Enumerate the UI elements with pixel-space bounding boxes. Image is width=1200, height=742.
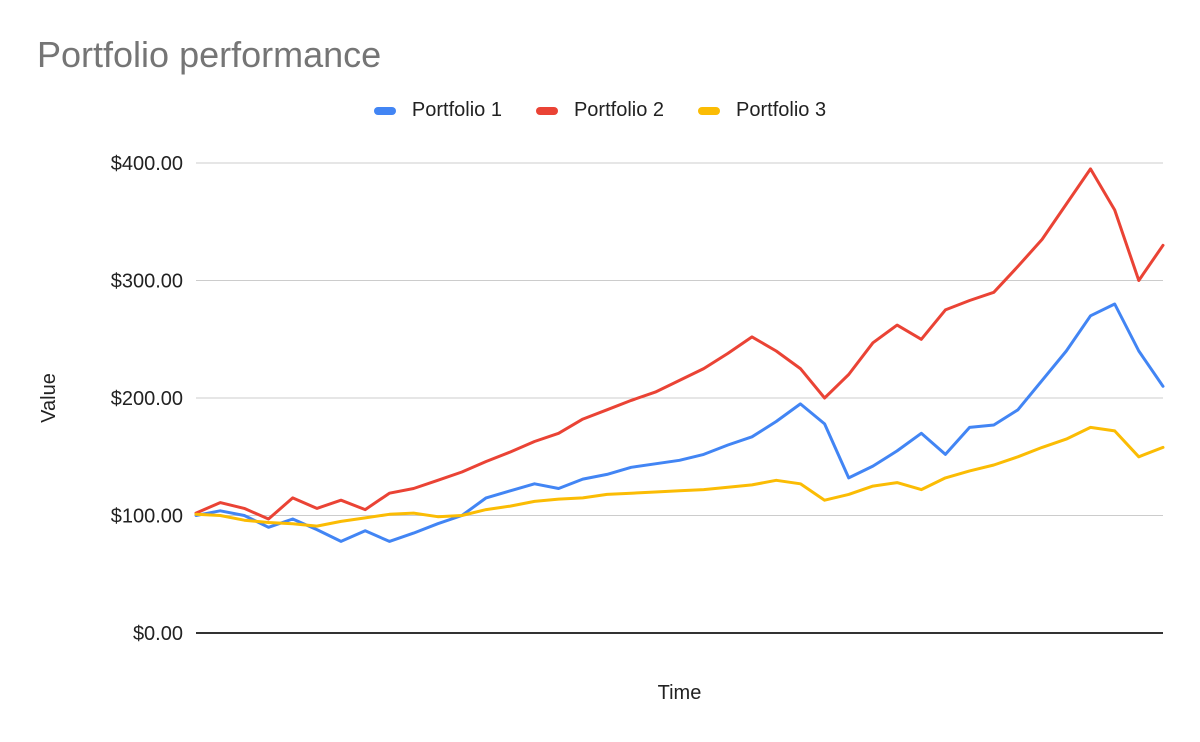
legend-label: Portfolio 1 (411, 99, 502, 121)
legend-swatch (535, 106, 558, 115)
legend-swatch (698, 106, 721, 115)
y-tick-label: $0.00 (133, 623, 183, 645)
legend-item-portfolio-2: Portfolio 2 (535, 99, 665, 122)
y-tick-label: $200.00 (111, 388, 183, 410)
y-tick-label: $400.00 (111, 153, 183, 175)
legend-item-portfolio-1: Portfolio 1 (373, 99, 502, 122)
x-axis-title: Time (658, 682, 702, 704)
legend-label: Portfolio 3 (736, 99, 827, 121)
legend-item-portfolio-3: Portfolio 3 (698, 99, 826, 122)
y-tick-label: $300.00 (111, 271, 183, 293)
legend-swatch (373, 106, 396, 115)
chart-title: Portfolio performance (37, 34, 382, 75)
y-axis-title: Value (38, 373, 60, 423)
series-line-portfolio-3 (194, 425, 1165, 528)
chart-legend: Portfolio 1 Portfolio 2 Portfolio 3 (0, 99, 1200, 122)
series-line-portfolio-1 (194, 302, 1165, 543)
y-tick-label: $100.00 (111, 506, 183, 528)
series-line-portfolio-2 (194, 167, 1165, 521)
legend-label: Portfolio 2 (573, 99, 665, 121)
